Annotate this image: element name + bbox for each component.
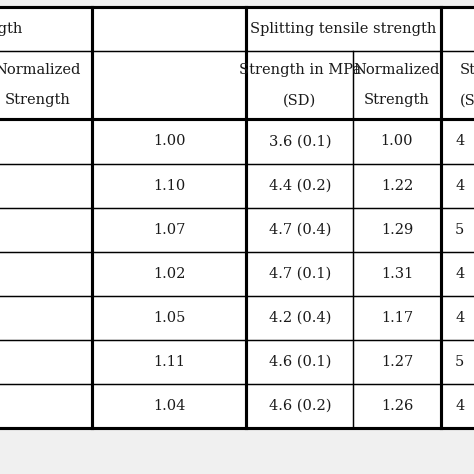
Text: 1.26: 1.26 (381, 399, 413, 413)
Text: Strength in MPa

(SD): Strength in MPa (SD) (239, 63, 361, 107)
Text: 4.4 (0.2): 4.4 (0.2) (269, 179, 331, 192)
Text: Normalized

Strength: Normalized Strength (0, 63, 81, 107)
Text: 1.05: 1.05 (153, 311, 186, 325)
Text: 4.7 (0.4): 4.7 (0.4) (269, 223, 331, 237)
Text: 1.22: 1.22 (381, 179, 413, 192)
Text: strength: strength (0, 22, 22, 36)
Text: 4: 4 (455, 179, 465, 192)
Text: 4.6 (0.2): 4.6 (0.2) (269, 399, 331, 413)
Text: 5: 5 (455, 355, 465, 369)
Text: 3.6 (0.1): 3.6 (0.1) (269, 135, 331, 148)
Text: 4: 4 (455, 399, 465, 413)
Text: Normalized

Strength: Normalized Strength (354, 63, 440, 107)
Text: 4.7 (0.1): 4.7 (0.1) (269, 267, 331, 281)
Text: 1.29: 1.29 (381, 223, 413, 237)
Text: Streng

(SD): Streng (SD) (460, 63, 474, 107)
Text: 4.6 (0.1): 4.6 (0.1) (269, 355, 331, 369)
Text: 1.00: 1.00 (153, 135, 186, 148)
Text: 1.10: 1.10 (153, 179, 186, 192)
Text: 1.31: 1.31 (381, 267, 413, 281)
Text: 4: 4 (455, 311, 465, 325)
Text: 1.07: 1.07 (153, 223, 186, 237)
Text: 5: 5 (455, 223, 465, 237)
Text: 1.04: 1.04 (153, 399, 186, 413)
Text: 4: 4 (455, 135, 465, 148)
Text: 1.02: 1.02 (153, 267, 186, 281)
Text: Splitting tensile strength: Splitting tensile strength (250, 22, 437, 36)
Text: 4.2 (0.4): 4.2 (0.4) (269, 311, 331, 325)
Text: 1.17: 1.17 (381, 311, 413, 325)
Text: 4: 4 (455, 267, 465, 281)
Text: 1.27: 1.27 (381, 355, 413, 369)
Bar (0, 7, 474, 428)
Text: 1.11: 1.11 (154, 355, 185, 369)
Text: 1.00: 1.00 (381, 135, 413, 148)
